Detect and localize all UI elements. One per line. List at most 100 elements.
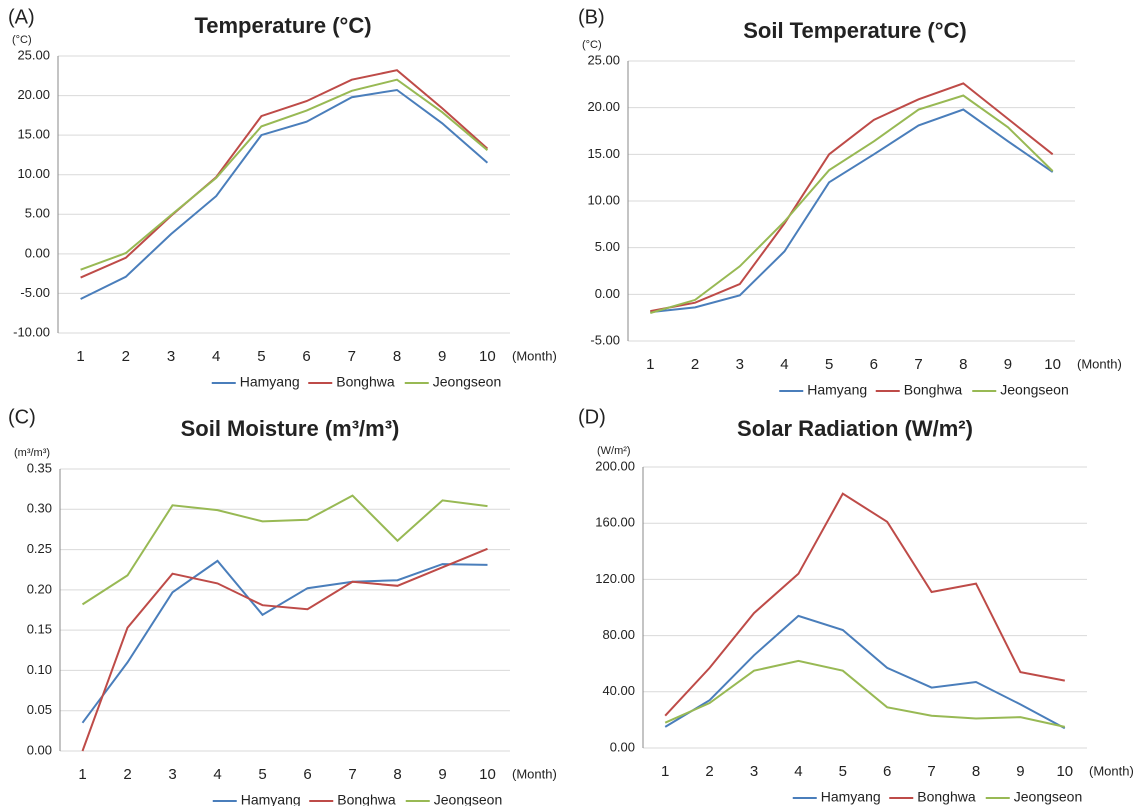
legend-label: Hamyang — [821, 789, 881, 805]
x-tick-label: 9 — [438, 348, 446, 365]
x-tick-label: 8 — [972, 763, 980, 780]
x-tick-label: 5 — [839, 763, 847, 780]
series-line — [650, 82, 1054, 313]
x-tick-label: 9 — [1004, 356, 1012, 373]
legend-label: Jeongseon — [433, 374, 502, 390]
legend-label: Bonghwa — [336, 374, 395, 390]
x-tick-label: 7 — [914, 356, 922, 373]
x-tick-label: 1 — [76, 348, 84, 365]
x-tick-label: 3 — [168, 766, 176, 783]
x-axis-unit: (Month) — [1089, 763, 1134, 778]
chart-title: Temperature (°C) — [194, 13, 371, 38]
legend-label: Bonghwa — [917, 789, 976, 805]
y-tick-label: 5.00 — [25, 206, 50, 221]
x-tick-label: 8 — [393, 766, 401, 783]
series-line — [80, 88, 489, 300]
series-line — [650, 108, 1054, 314]
legend-label: Hamyang — [807, 382, 867, 398]
legend-label: Jeongseon — [434, 792, 503, 806]
x-tick-label: 7 — [927, 763, 935, 780]
y-tick-label: 0.00 — [25, 245, 50, 260]
x-tick-label: 4 — [780, 356, 788, 373]
legend-label: Jeongseon — [1014, 789, 1083, 805]
x-tick-label: 2 — [691, 356, 699, 373]
series-line — [80, 78, 489, 271]
y-tick-label: -10.00 — [13, 324, 50, 339]
y-tick-label: 20.00 — [17, 87, 50, 102]
y-tick-label: 0.35 — [27, 460, 52, 475]
y-tick-label: 0.00 — [595, 286, 620, 301]
y-tick-label: 120.00 — [595, 571, 635, 586]
x-tick-label: 2 — [122, 348, 130, 365]
chart-title: Soil Moisture (m³/m³) — [181, 416, 400, 441]
x-tick-label: 5 — [825, 356, 833, 373]
chart-title: Solar Radiation (W/m²) — [737, 416, 973, 441]
panel: (C) Soil Moisture (m³/m³) (m³/m³) 0.00 0.05 0… — [8, 406, 557, 806]
y-axis-unit: (°C) — [582, 39, 602, 51]
x-tick-label: 4 — [794, 763, 802, 780]
x-tick-label: 6 — [302, 348, 310, 365]
y-tick-label: 0.10 — [27, 662, 52, 677]
series-line — [664, 614, 1066, 730]
x-tick-label: 1 — [661, 763, 669, 780]
x-tick-label: 4 — [212, 348, 220, 365]
x-tick-label: 9 — [1016, 763, 1024, 780]
y-tick-label: 40.00 — [602, 683, 635, 698]
y-tick-label: 160.00 — [595, 515, 635, 530]
x-tick-label: 3 — [167, 348, 175, 365]
x-tick-label: 8 — [959, 356, 967, 373]
x-tick-label: 5 — [257, 348, 265, 365]
series-line — [664, 659, 1066, 728]
x-tick-label: 6 — [303, 766, 311, 783]
y-tick-label: 15.00 — [587, 146, 620, 161]
panel-label: (B) — [578, 6, 605, 28]
chart-title: Soil Temperature (°C) — [743, 18, 967, 43]
x-tick-label: 3 — [736, 356, 744, 373]
x-tick-label: 9 — [438, 766, 446, 783]
x-tick-label: 5 — [258, 766, 266, 783]
x-tick-label: 3 — [750, 763, 758, 780]
y-tick-label: 5.00 — [595, 239, 620, 254]
panel: (B) Soil Temperature (°C) (°C) -5.00 0.00 5.0… — [578, 6, 1122, 397]
series-line — [664, 492, 1065, 717]
y-tick-label: 25.00 — [587, 52, 620, 67]
x-tick-label: 2 — [705, 763, 713, 780]
x-tick-label: 2 — [123, 766, 131, 783]
legend-label: Jeongseon — [1000, 382, 1069, 398]
series-line — [80, 69, 489, 279]
legend-label: Hamyang — [240, 374, 300, 390]
legend-label: Bonghwa — [904, 382, 963, 398]
panel-label: (C) — [8, 406, 36, 428]
y-tick-label: 0.30 — [27, 501, 52, 516]
y-tick-label: -5.00 — [20, 285, 50, 300]
y-tick-label: 0.05 — [27, 702, 52, 717]
y-tick-label: 0.00 — [27, 742, 52, 757]
y-tick-label: 0.25 — [27, 541, 52, 556]
x-tick-label: 10 — [1044, 356, 1061, 373]
legend-label: Hamyang — [241, 792, 301, 806]
series-line — [81, 559, 488, 724]
y-axis-unit: (m³/m³) — [14, 447, 50, 459]
x-tick-label: 1 — [78, 766, 86, 783]
x-tick-label: 10 — [479, 766, 496, 783]
x-tick-label: 6 — [870, 356, 878, 373]
panel-label: (A) — [8, 6, 35, 28]
y-tick-label: 80.00 — [602, 627, 635, 642]
y-axis-unit: (°C) — [12, 34, 32, 46]
y-tick-label: 20.00 — [587, 99, 620, 114]
x-tick-label: 4 — [213, 766, 221, 783]
x-tick-label: 10 — [479, 348, 496, 365]
x-axis-unit: (Month) — [1077, 356, 1122, 371]
y-tick-label: 0.15 — [27, 622, 52, 637]
y-tick-label: 10.00 — [587, 192, 620, 207]
x-axis-unit: (Month) — [512, 348, 557, 363]
y-tick-label: 25.00 — [17, 47, 50, 62]
x-tick-label: 1 — [646, 356, 654, 373]
x-tick-label: 7 — [348, 766, 356, 783]
y-tick-label: -5.00 — [590, 332, 620, 347]
y-tick-label: 200.00 — [595, 458, 635, 473]
y-tick-label: 0.00 — [610, 739, 635, 754]
y-tick-label: 15.00 — [17, 127, 50, 142]
x-tick-label: 10 — [1056, 763, 1073, 780]
